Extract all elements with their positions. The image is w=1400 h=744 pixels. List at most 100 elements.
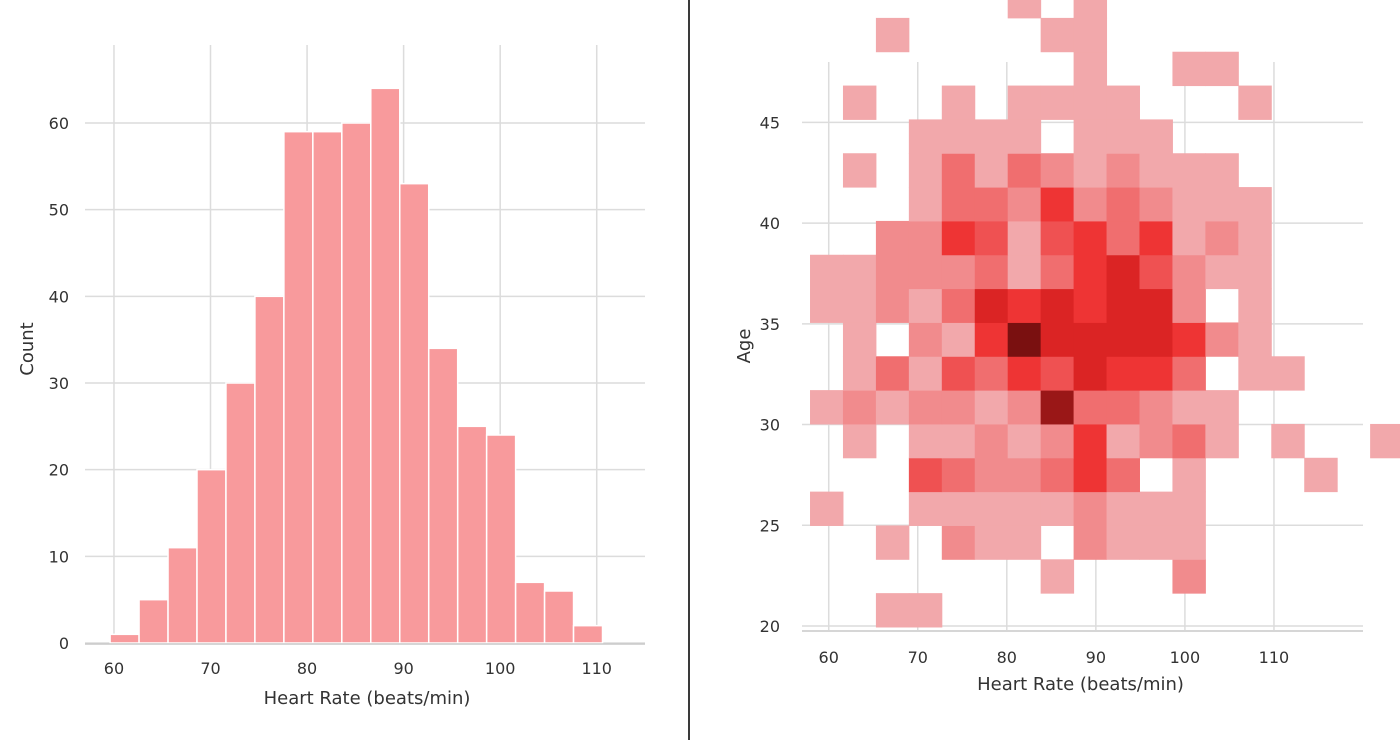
x-tick-label: 70 [908, 648, 928, 667]
heatmap-cell [1107, 390, 1140, 424]
heatmap-cell [942, 458, 975, 492]
heatmap-cell [1205, 153, 1238, 187]
heatmap-cell [975, 492, 1008, 526]
heatmap-cell [1172, 289, 1205, 323]
heatmap-cell [1205, 187, 1238, 221]
heatmap-cell [942, 424, 975, 458]
y-tick-label: 35 [760, 315, 780, 334]
heatmap-cell [1008, 221, 1041, 255]
heatmap-cell [909, 119, 942, 153]
heatmap-cell [1107, 424, 1140, 458]
histogram-bar [516, 582, 545, 643]
heatmap-cell [909, 255, 942, 289]
heatmap-cell [942, 119, 975, 153]
heatmap-cell [942, 221, 975, 255]
heatmap-cell [1041, 322, 1074, 356]
heatmap-cell [942, 492, 975, 526]
histogram-bar [487, 435, 516, 643]
heatmap-cell [942, 187, 975, 221]
heatmap-cell [1008, 356, 1041, 390]
heatmap-cell [1074, 52, 1107, 86]
x-tick-label: 90 [393, 659, 413, 678]
heatmap-cell [1008, 289, 1041, 323]
heatmap-cell [975, 322, 1008, 356]
heatmap-cell [1074, 255, 1107, 289]
heatmap-cell [1205, 390, 1238, 424]
heatmap-cell [1172, 390, 1205, 424]
heatmap-cell [909, 153, 942, 187]
heatmap-cell [1107, 119, 1140, 153]
heatmap-cell [1238, 221, 1271, 255]
heatmap-cell [909, 390, 942, 424]
heatmap-cell [1008, 424, 1041, 458]
heatmap-cell [1139, 255, 1172, 289]
y-axis-label: Age [734, 329, 755, 364]
heatmap-cell [1008, 492, 1041, 526]
heatmap-cell [1205, 322, 1238, 356]
x-tick-label: 110 [1259, 648, 1290, 667]
heatmap-cell [942, 153, 975, 187]
heatmap-cell [1139, 390, 1172, 424]
heatmap-cell [810, 390, 843, 424]
heatmap-cell [1074, 86, 1107, 120]
heatmap-cell [909, 593, 942, 627]
heatmap-cell [1139, 187, 1172, 221]
x-tick-label: 90 [1086, 648, 1106, 667]
heatmap-cell [1172, 525, 1205, 559]
heatmap-cell [1008, 86, 1041, 120]
heart-rate-histogram: 60 70 80 90 100 110 0 10 20 30 40 50 60 Heart Rate (b… [0, 0, 688, 740]
heatmap-cell [1238, 289, 1271, 323]
heatmap-cell [810, 492, 843, 526]
heatmap-cell [1041, 424, 1074, 458]
heatmap-cell [909, 322, 942, 356]
heatmap-cell [975, 289, 1008, 323]
heatmap-cell [1107, 153, 1140, 187]
heatmap-cell [1074, 18, 1107, 52]
heatmap-cell [1074, 153, 1107, 187]
heatmap-cell [975, 424, 1008, 458]
heatmap-cell [876, 18, 909, 52]
histogram-panel: 60 70 80 90 100 110 0 10 20 30 40 50 60 Heart Rate (b… [0, 0, 688, 740]
heatmap-cell [1008, 390, 1041, 424]
heatmap-cell [975, 525, 1008, 559]
heatmap-cell [1107, 221, 1140, 255]
heatmap-cell [1172, 153, 1205, 187]
heatmap-cell [1172, 356, 1205, 390]
heatmap-cell [909, 492, 942, 526]
heatmap-cell [843, 255, 876, 289]
heatmap-cell [1008, 322, 1041, 356]
heatmap-cell [1074, 424, 1107, 458]
heatmap-cell [876, 593, 909, 627]
heatmap-cell [1041, 86, 1074, 120]
heatmap-cell [1041, 255, 1074, 289]
x-tick-label: 100 [1170, 648, 1201, 667]
y-tick-label: 0 [59, 634, 69, 653]
x-tick-label: 100 [485, 659, 516, 678]
y-tick-label: 20 [760, 617, 780, 636]
heatmap-cell [1074, 187, 1107, 221]
heatmap-cell [1041, 18, 1074, 52]
heatmap-cell [1172, 458, 1205, 492]
y-tick-label: 30 [49, 374, 69, 393]
heatmap-cell [1041, 356, 1074, 390]
heatmap-cell [1074, 356, 1107, 390]
x-tick-label: 60 [104, 659, 124, 678]
heatmap-cell [1074, 322, 1107, 356]
heatmap-cell [1205, 424, 1238, 458]
heatmap-cell [1205, 52, 1238, 86]
heatmap-cell [1107, 255, 1140, 289]
histogram-bar [429, 348, 458, 643]
heatmap-cell [1271, 356, 1304, 390]
heatmap-cell [942, 322, 975, 356]
heatmap-cell [1074, 0, 1107, 18]
heatmap-cell [1139, 492, 1172, 526]
y-tick-label: 30 [760, 416, 780, 435]
heatmap-cell [1172, 221, 1205, 255]
heatmap-cell [1074, 221, 1107, 255]
histogram-bar [284, 132, 313, 643]
heart-rate-age-heatmap: 60 70 80 90 100 110 20 25 30 35 40 45 Heart Rate (be… [692, 0, 1400, 740]
heatmap-cell [975, 153, 1008, 187]
heatmap-cell [843, 86, 876, 120]
heatmap-cell [876, 255, 909, 289]
heatmap-panel: 60 70 80 90 100 110 20 25 30 35 40 45 Heart Rate (be… [692, 0, 1400, 740]
